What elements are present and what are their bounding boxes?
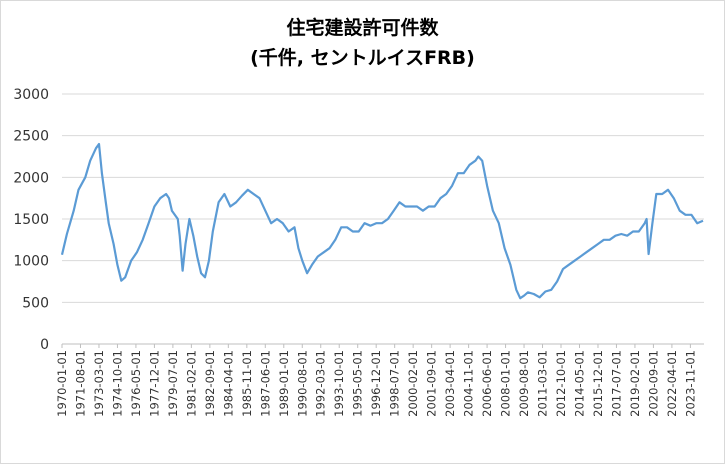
x-tick-label: 2023-11-01 [683, 350, 697, 417]
x-tick-label: 2011-03-01 [536, 350, 550, 417]
x-tick-label: 1974-10-01 [110, 350, 124, 417]
y-tick-label: 500 [22, 295, 49, 311]
x-tick-label: 1984-04-01 [221, 350, 235, 417]
x-tick-label: 2004-11-01 [462, 350, 476, 417]
y-tick-label: 0 [40, 337, 49, 353]
gridlines [62, 93, 704, 345]
x-tick-label: 1992-03-01 [314, 350, 328, 417]
x-tick-label: 2006-06-01 [480, 350, 494, 417]
x-tick-label: 1977-12-01 [147, 350, 161, 417]
x-tick-label: 1993-10-01 [332, 350, 346, 417]
chart-title: 住宅建設許可件数 [286, 17, 439, 39]
x-tick-label: 1979-07-01 [166, 350, 180, 417]
y-tick-label: 2000 [13, 170, 49, 186]
x-tick-label: 2014-05-01 [572, 350, 586, 417]
x-tick-label: 2000-02-01 [406, 350, 420, 417]
x-tick-label: 2001-09-01 [425, 350, 439, 417]
x-tick-label: 1981-02-01 [184, 350, 198, 417]
x-tick-label: 2012-10-01 [554, 350, 568, 417]
x-tick-label: 1985-11-01 [240, 350, 254, 417]
y-tick-label: 3000 [13, 87, 49, 103]
y-tick-label: 1500 [13, 212, 49, 228]
x-tick-label: 1995-05-01 [351, 350, 365, 417]
x-tick-label: 2015-12-01 [591, 350, 605, 417]
x-tick-label: 1982-09-01 [203, 350, 217, 417]
y-tick-label: 2500 [13, 129, 49, 145]
x-tick-label: 1973-03-01 [92, 350, 106, 417]
x-tick-label: 1998-07-01 [388, 350, 402, 417]
x-tick-label: 1987-06-01 [258, 350, 272, 417]
x-axis-tick-labels: 1970-01-01 1971-08-01 1973-03-01 1974-10-01… [55, 344, 697, 417]
y-tick-label: 1000 [13, 254, 49, 270]
x-tick-label: 2019-02-01 [628, 350, 642, 417]
x-tick-label: 2009-08-01 [517, 350, 531, 417]
x-tick-label: 1970-01-01 [55, 350, 69, 417]
x-tick-label: 1990-08-01 [295, 350, 309, 417]
x-tick-label: 1971-08-01 [73, 350, 87, 417]
chart-subtitle: (千件, セントルイスFRB) [250, 47, 475, 69]
series-line [60, 142, 704, 300]
x-tick-label: 1989-01-01 [277, 350, 291, 417]
x-tick-label: 1996-12-01 [369, 350, 383, 417]
y-axis-tick-labels: 0 500 1000 1500 2000 2500 3000 [13, 87, 49, 353]
x-tick-label: 2017-07-01 [609, 350, 623, 417]
x-tick-label: 1976-05-01 [129, 350, 143, 417]
x-tick-label: 2022-04-01 [665, 350, 679, 417]
x-tick-label: 2020-09-01 [646, 350, 660, 417]
x-tick-label: 2003-04-01 [443, 350, 457, 417]
x-tick-label: 2008-01-01 [499, 350, 513, 417]
